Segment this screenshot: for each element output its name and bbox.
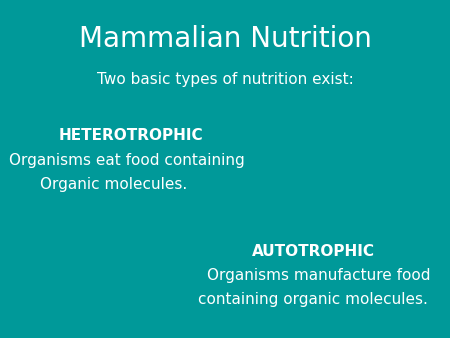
Text: Organic molecules.: Organic molecules. bbox=[40, 177, 188, 192]
Text: Mammalian Nutrition: Mammalian Nutrition bbox=[79, 25, 371, 53]
Text: Two basic types of nutrition exist:: Two basic types of nutrition exist: bbox=[97, 72, 353, 87]
Text: Organisms manufacture food: Organisms manufacture food bbox=[207, 268, 431, 283]
Text: Organisms eat food containing: Organisms eat food containing bbox=[9, 153, 245, 168]
Text: containing organic molecules.: containing organic molecules. bbox=[198, 292, 428, 307]
Text: AUTOTROPHIC: AUTOTROPHIC bbox=[252, 244, 375, 259]
Text: HETEROTROPHIC: HETEROTROPHIC bbox=[58, 128, 203, 143]
